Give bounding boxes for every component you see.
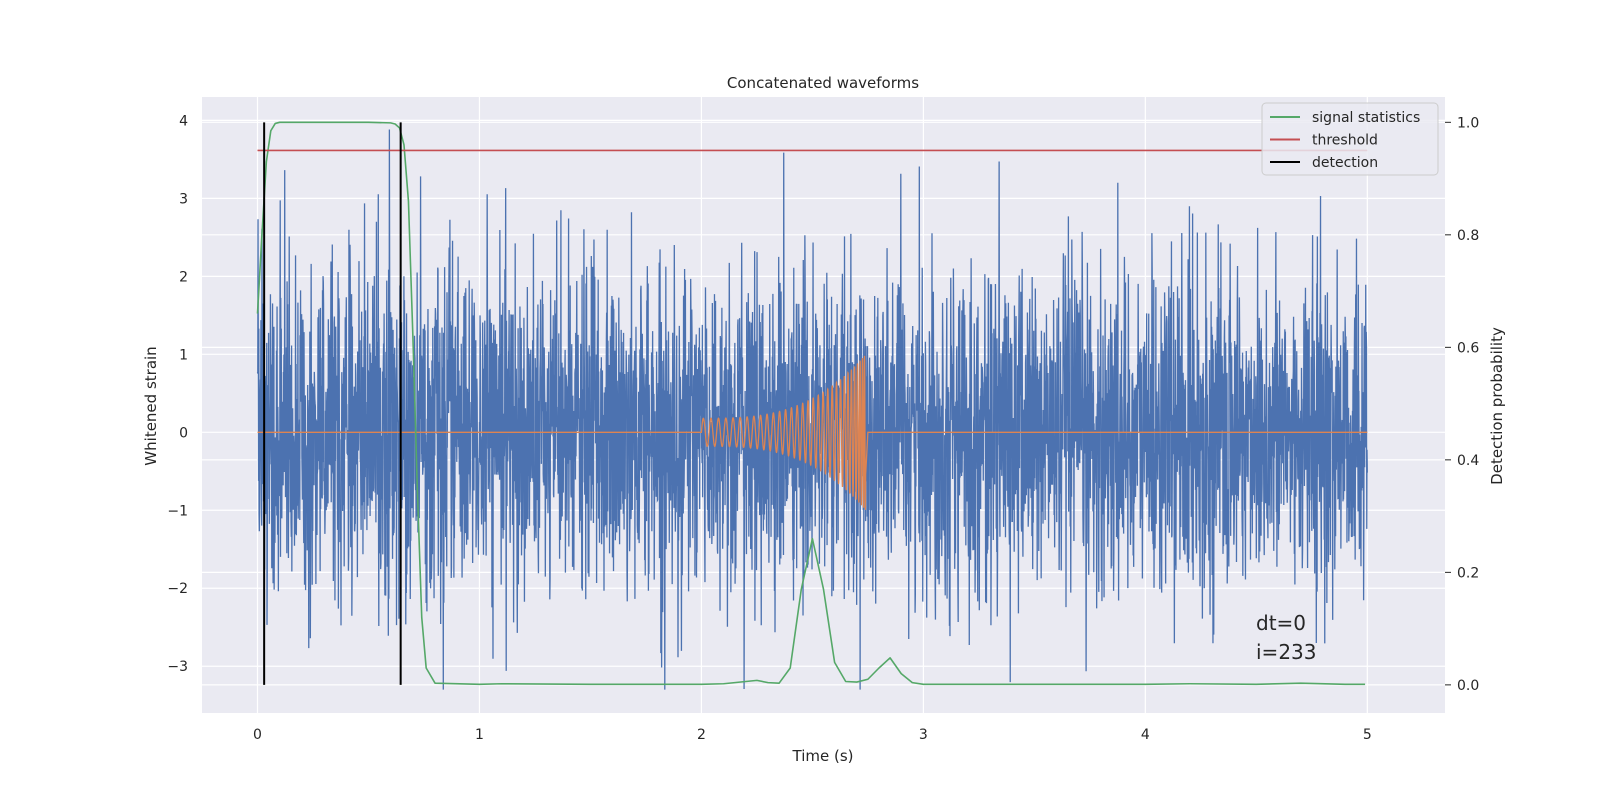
x-tick-label: 0 <box>253 727 262 743</box>
chart-title: Concatenated waveforms <box>727 74 919 92</box>
y-right-tick-label: 0.2 <box>1457 565 1479 581</box>
y-right-tick-label: 0.6 <box>1457 340 1479 356</box>
x-axis-label: Time (s) <box>792 747 854 765</box>
legend: signal statistics threshold detection <box>1261 102 1439 176</box>
x-tick-label: 1 <box>475 727 484 743</box>
y-tick-label: 2 <box>179 269 188 285</box>
y-tick-label: −1 <box>167 503 188 519</box>
y-tick-label: 0 <box>179 425 188 441</box>
legend-label: signal statistics <box>1312 110 1420 126</box>
y-tick-label: −3 <box>167 659 188 675</box>
legend-label: threshold <box>1312 133 1378 149</box>
series-layer <box>256 121 1368 690</box>
y-tick-label: −2 <box>167 581 188 597</box>
series-line-template <box>257 355 1368 510</box>
tick-labels: 0 1 2 3 4 5 −3 −2 −1 0 1 2 3 4 0.0 0.2 0.4 0.6 0.8 1.0 <box>167 113 1479 743</box>
series-line-strain <box>256 129 1368 690</box>
y-right-tick-label: 0.0 <box>1457 678 1479 694</box>
series-line-signal-statistics <box>256 121 1366 686</box>
y-tick-label: 1 <box>179 347 188 363</box>
y-axis-label: Whitened strain <box>142 346 160 465</box>
y-right-tick-label: 1.0 <box>1457 115 1479 131</box>
annotation-dt: dt=0 <box>1256 611 1306 635</box>
x-tick-label: 4 <box>1141 727 1150 743</box>
y-right-tick-label: 0.8 <box>1457 228 1479 244</box>
y-tick-label: 3 <box>179 191 188 207</box>
legend-box <box>1261 102 1439 176</box>
y-tick-label: 4 <box>179 113 188 129</box>
x-tick-label: 5 <box>1363 727 1372 743</box>
y-axis-right-label: Detection probability <box>1488 327 1506 485</box>
y-right-tick-label: 0.4 <box>1457 453 1479 469</box>
x-tick-label: 3 <box>919 727 928 743</box>
annotation-index: i=233 <box>1256 640 1317 664</box>
x-tick-label: 2 <box>697 727 706 743</box>
legend-label: detection <box>1312 155 1378 171</box>
